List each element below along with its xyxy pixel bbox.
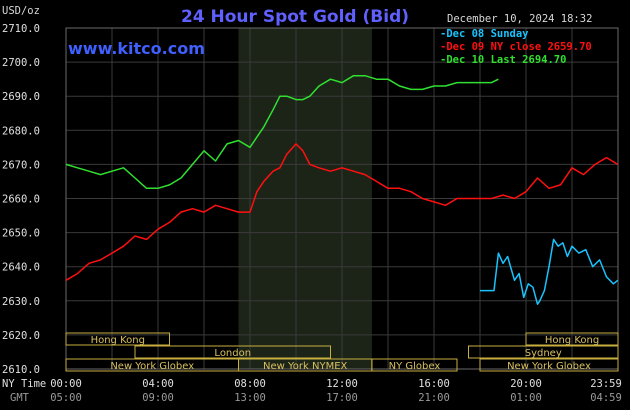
x-tick-ny: 16:00 <box>418 378 450 390</box>
session-label: London <box>214 348 251 359</box>
x-tick-ny: 04:00 <box>142 378 174 390</box>
y-tick-label: 2690.0 <box>2 91 40 103</box>
x-tick-ny: 00:00 <box>50 378 82 390</box>
unit-label: USD/oz <box>2 5 40 17</box>
series-line-1 <box>480 238 619 305</box>
session-label: Sydney <box>525 348 562 359</box>
legend-item-1: -Dec 08 Sunday <box>440 28 529 40</box>
session-label: NY Globex <box>389 361 441 372</box>
x-tick-gmt: 17:00 <box>326 392 358 404</box>
chart-date: December 10, 2024 18:32 <box>447 13 592 25</box>
session-label: New York NYMEX <box>263 361 348 372</box>
x-tick-gmt: 09:00 <box>142 392 174 404</box>
session-label: New York Globex <box>110 361 194 372</box>
y-tick-label: 2640.0 <box>2 262 40 274</box>
legend: -Dec 08 Sunday-Dec 09 NY close 2659.70-D… <box>440 28 592 66</box>
price-series <box>65 74 619 305</box>
y-tick-label: 2710.0 <box>2 23 40 35</box>
site-watermark: www.kitco.com <box>68 39 205 58</box>
x-tick-ny: 12:00 <box>326 378 358 390</box>
axes: 2610.0 2620.0 2630.0 2640.0 2650.0 2660.0 2670… <box>2 23 622 404</box>
x-tick-ny: 20:00 <box>510 378 542 390</box>
y-tick-label: 2610.0 <box>2 364 40 376</box>
gmt-row-label: GMT <box>10 392 30 404</box>
session-bar <box>479 358 619 372</box>
x-tick-gmt: 04:59 <box>590 392 622 404</box>
market-session-bars: Hong Kong Hong Kong London Sydney New York G… <box>65 332 619 372</box>
y-tick-label: 2660.0 <box>2 194 40 206</box>
session-bar <box>65 332 170 346</box>
session-label: Hong Kong <box>545 335 599 346</box>
session-bar <box>525 332 619 346</box>
x-tick-ny: 23:59 <box>590 378 622 390</box>
x-tick-gmt: 13:00 <box>234 392 266 404</box>
chart-title: 24 Hour Spot Gold (Bid) <box>181 7 409 27</box>
session-bar <box>468 345 619 359</box>
x-tick-gmt: 21:00 <box>418 392 450 404</box>
session-bar <box>134 345 331 359</box>
y-tick-label: 2670.0 <box>2 159 40 171</box>
series-line-2 <box>65 143 619 281</box>
x-tick-gmt: 01:00 <box>510 392 542 404</box>
grid <box>65 27 619 370</box>
y-tick-label: 2680.0 <box>2 125 40 137</box>
series-line-3 <box>65 74 499 190</box>
y-tick-label: 2630.0 <box>2 296 40 308</box>
session-bar <box>371 358 458 372</box>
session-label: Hong Kong <box>91 335 145 346</box>
y-tick-label: 2620.0 <box>2 330 40 342</box>
session-label: New York Globex <box>507 361 591 372</box>
x-tick-ny: 08:00 <box>234 378 266 390</box>
plot-frame <box>65 27 619 370</box>
x-tick-gmt: 05:00 <box>50 392 82 404</box>
ny-time-row-label: NY Time <box>2 378 46 390</box>
y-tick-label: 2700.0 <box>2 57 40 69</box>
y-tick-label: 2650.0 <box>2 228 40 240</box>
legend-item-3: -Dec 10 Last 2694.70 <box>440 54 566 66</box>
legend-item-2: -Dec 09 NY close 2659.70 <box>440 41 592 53</box>
